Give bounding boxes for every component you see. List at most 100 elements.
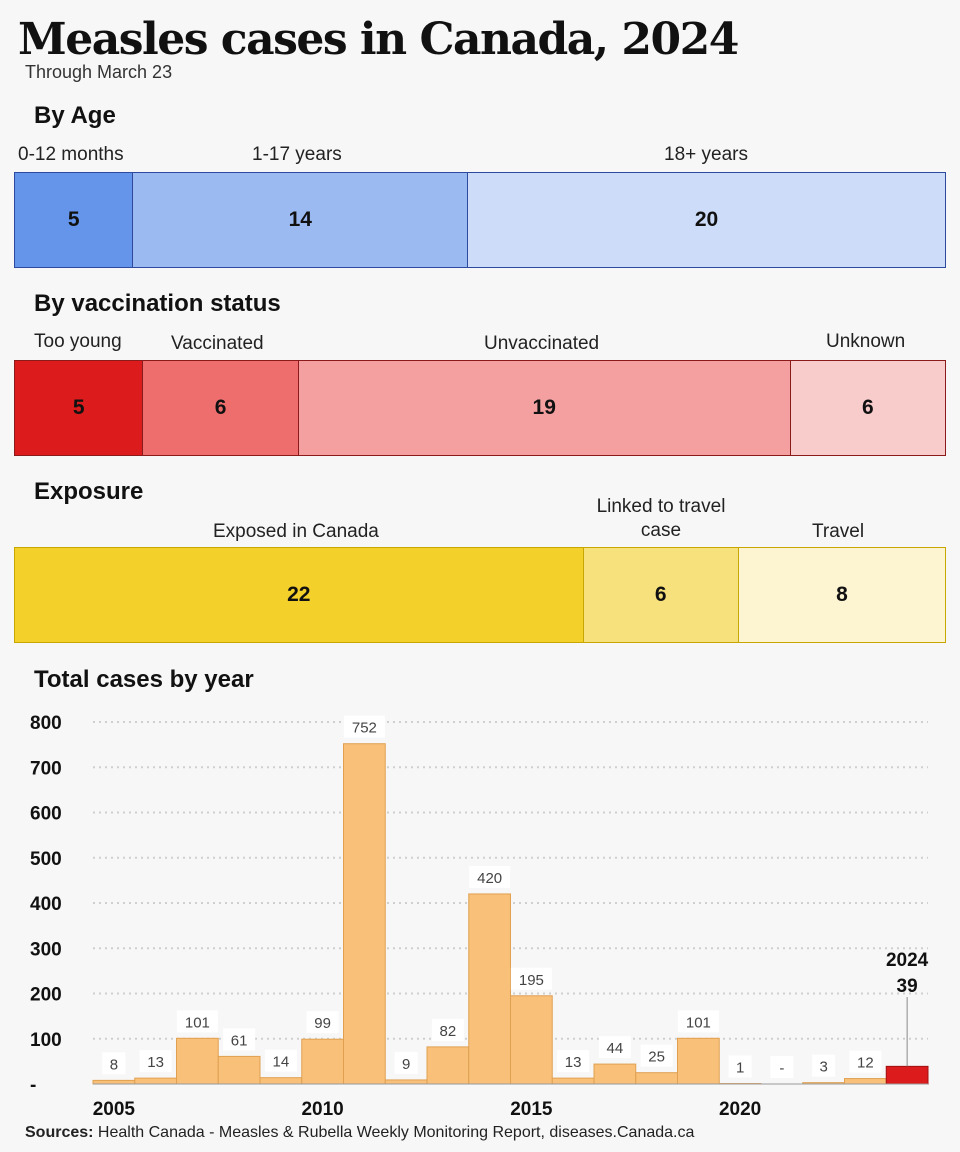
section-title-vaccination: By vaccination status (34, 290, 281, 317)
highlight-value-label: 39 (897, 976, 918, 997)
age-value-0-12-months: 5 (67, 208, 80, 231)
y-tick-label: 600 (30, 804, 62, 825)
exp-segment-linked-to-travel: 6 (583, 547, 739, 643)
bar-2019 (677, 1037, 720, 1085)
highlight-year-label: 2024 (886, 950, 929, 971)
value-label-bg-2009 (264, 1049, 297, 1072)
bar-2012 (384, 1079, 428, 1085)
exp-segment-exposed-in-canada: 22 (14, 547, 584, 643)
value-label-2008: 61 (231, 1032, 248, 1049)
age-stacked-bar: 5 14 20 (14, 172, 946, 268)
value-label-bg-2006 (139, 1050, 172, 1073)
age-segment-18-plus-years: 20 (468, 172, 946, 268)
vac-label-too-young: Too young (34, 331, 122, 352)
vac-label-unvaccinated: Unvaccinated (484, 333, 600, 354)
vac-label-unknown: Unknown (826, 331, 906, 352)
value-label-bg-2011 (343, 715, 385, 738)
value-label-bg-2023 (849, 1050, 882, 1073)
page-subtitle: Through March 23 (25, 62, 173, 82)
y-tick-label: 400 (30, 894, 62, 915)
vac-value-unvaccinated: 19 (532, 396, 556, 419)
x-tick-label-2005: 2005 (93, 1099, 136, 1120)
value-label-bg-2010 (306, 1011, 339, 1034)
value-label-2017: 44 (607, 1040, 624, 1057)
exp-value-exposed-in-canada: 22 (287, 583, 311, 606)
exp-value-linked-to-travel: 6 (654, 583, 667, 606)
value-label-bg-2021 (770, 1056, 794, 1078)
value-label-bg-2018 (640, 1044, 673, 1067)
value-label-2009: 14 (273, 1054, 290, 1071)
value-label-2023: 12 (857, 1055, 874, 1072)
vac-segment-unvaccinated: 19 (298, 360, 791, 456)
age-value-1-17-years: 14 (288, 208, 312, 231)
exp-segment-travel: 8 (738, 547, 946, 643)
value-label-2015: 195 (519, 972, 544, 989)
y-tick-label: 100 (30, 1030, 62, 1051)
value-label-2010: 99 (314, 1015, 331, 1032)
value-label-bg-2012 (394, 1051, 418, 1074)
vac-value-too-young: 5 (72, 396, 85, 419)
value-label-bg-2015 (510, 967, 552, 990)
vac-segment-too-young: 5 (14, 360, 144, 456)
value-label-bg-2020 (728, 1055, 752, 1078)
bar-2010 (301, 1038, 344, 1085)
age-label-1-17-years: 1-17 years (252, 144, 342, 165)
age-segment-0-12-months: 5 (14, 172, 134, 268)
y-tick-label: 500 (30, 849, 62, 870)
section-title-year: Total cases by year (34, 666, 254, 693)
bar-2014 (468, 893, 511, 1085)
exp-value-travel: 8 (836, 583, 848, 606)
age-label-18-plus-years: 18+ years (664, 144, 748, 165)
vac-value-vaccinated: 6 (214, 396, 227, 419)
vac-segment-unknown: 6 (790, 360, 946, 456)
exp-label-linked-to-travel: Linked to travel case (596, 496, 726, 541)
sources-text: Health Canada - Measles & Rubella Weekly… (93, 1124, 695, 1141)
bar-2008 (217, 1055, 261, 1085)
value-label-bg-2017 (598, 1036, 631, 1059)
section-title-exposure: Exposure (34, 478, 144, 505)
vac-segment-vaccinated: 6 (143, 360, 299, 456)
value-label-bg-2008 (223, 1028, 256, 1051)
value-label-2014: 420 (477, 870, 502, 887)
value-label-2007: 101 (185, 1014, 210, 1031)
value-label-2012: 9 (402, 1056, 410, 1073)
value-label-bg-2016 (557, 1050, 590, 1073)
bar-2015 (510, 995, 553, 1085)
value-label-bg-2022 (812, 1054, 836, 1077)
x-tick-label-2015: 2015 (510, 1099, 553, 1120)
value-label-2011: 752 (352, 720, 377, 737)
value-label-bg-2013 (431, 1018, 464, 1041)
y-tick-label: 800 (30, 713, 62, 734)
bar-2024 (885, 1065, 929, 1085)
bar-2011 (343, 743, 386, 1085)
y-tick-label: 300 (30, 939, 62, 960)
bar-2007 (176, 1037, 219, 1085)
bar-2023 (844, 1078, 887, 1085)
vac-value-unknown: 6 (861, 396, 874, 419)
value-label-2018: 25 (648, 1049, 665, 1066)
bar-2017 (593, 1063, 637, 1085)
age-label-0-12-months: 0-12 months (18, 144, 124, 165)
value-label-2013: 82 (440, 1023, 457, 1040)
y-tick-label: 700 (30, 758, 62, 779)
age-segment-1-17-years: 14 (133, 172, 469, 268)
value-label-2020: 1 (736, 1060, 744, 1077)
value-label-bg-2005 (102, 1052, 126, 1075)
value-label-2021: - (779, 1060, 784, 1077)
bar-2009 (259, 1077, 303, 1085)
value-label-2019: 101 (686, 1014, 711, 1031)
bar-2016 (551, 1077, 595, 1085)
bar-2013 (426, 1046, 470, 1085)
exp-label-travel: Travel (812, 521, 865, 542)
value-label-bg-2014 (469, 865, 511, 888)
value-label-2022: 3 (819, 1059, 827, 1076)
bar-2018 (635, 1072, 678, 1085)
value-label-2005: 8 (110, 1056, 118, 1073)
bar-2006 (134, 1077, 177, 1085)
exposure-stacked-bar: 22 6 8 (14, 547, 946, 643)
bar-2005 (92, 1079, 136, 1085)
value-label-2006: 13 (147, 1054, 164, 1071)
exp-label-exposed-in-canada: Exposed in Canada (213, 521, 379, 542)
value-label-bg-2007 (176, 1010, 218, 1033)
